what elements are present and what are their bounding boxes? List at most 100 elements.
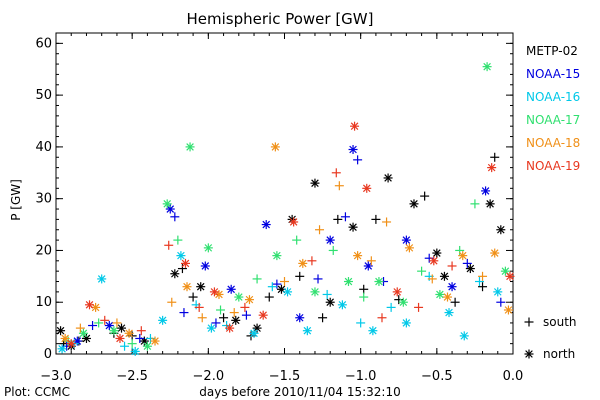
data-point-north	[200, 261, 210, 271]
data-point-south	[272, 279, 282, 289]
marker-stroke	[497, 225, 505, 234]
marker-stroke	[429, 257, 438, 265]
marker-stroke	[448, 282, 456, 291]
y-tick-label: 0	[44, 347, 52, 362]
data-point-north	[130, 346, 140, 356]
data-point-south	[313, 274, 323, 284]
data-point-north	[392, 287, 402, 297]
data-point-south	[75, 323, 85, 333]
marker-stroke	[486, 200, 494, 208]
data-point-south	[417, 266, 427, 276]
y-axis-label: P [GW]	[9, 179, 23, 221]
data-point-north	[196, 282, 206, 292]
data-point-south	[295, 271, 305, 281]
marker-stroke	[166, 205, 175, 213]
data-point-north	[176, 251, 186, 261]
data-point-north	[481, 186, 491, 196]
data-point-north	[353, 251, 363, 261]
marker-stroke	[58, 345, 66, 353]
marker-stroke	[481, 187, 490, 195]
x-tick-label: −0.5	[421, 369, 453, 384]
north-marker-icon	[524, 349, 534, 359]
data-point-south	[127, 339, 137, 349]
data-point-south	[219, 313, 229, 323]
marker-stroke	[295, 313, 304, 322]
marker-stroke	[364, 262, 373, 270]
marker-stroke	[277, 285, 286, 294]
data-point-south	[490, 152, 500, 162]
marker-stroke	[151, 337, 159, 345]
data-point-south	[216, 305, 226, 315]
data-point-south	[414, 302, 424, 312]
marker-stroke	[105, 321, 114, 330]
data-point-north	[180, 258, 190, 268]
marker-stroke	[393, 288, 402, 296]
data-point-south	[241, 310, 251, 320]
data-point-south	[170, 212, 180, 222]
marker-stroke	[369, 326, 377, 335]
marker-legend-label: north	[543, 347, 575, 361]
marker-stroke	[61, 334, 69, 343]
x-tick-label: −2.5	[116, 369, 148, 384]
marker-stroke	[82, 334, 91, 343]
data-point-south	[164, 240, 174, 250]
data-point-north	[150, 336, 160, 346]
data-point-north	[272, 251, 282, 261]
data-point-south	[88, 321, 98, 331]
data-point-north	[485, 199, 495, 209]
marker-stroke	[298, 259, 307, 268]
data-point-north	[289, 217, 299, 227]
data-point-south	[420, 191, 430, 201]
marker-stroke	[362, 184, 371, 193]
data-point-north	[162, 199, 172, 209]
marker-stroke	[131, 347, 140, 356]
data-point-south	[211, 318, 221, 328]
data-point-south	[478, 282, 488, 292]
data-point-south	[252, 274, 262, 284]
data-point-north	[124, 328, 134, 338]
marker-stroke	[349, 223, 357, 231]
data-point-north	[258, 310, 268, 320]
data-point-south	[328, 245, 338, 255]
data-point-north	[81, 333, 91, 343]
data-point-south	[292, 235, 302, 245]
data-point-north	[302, 326, 312, 336]
data-point-south	[333, 214, 343, 224]
data-point-north	[435, 289, 445, 299]
data-point-south	[474, 277, 484, 287]
data-point-north	[206, 323, 216, 333]
data-point-south	[318, 313, 328, 323]
marker-stroke	[326, 236, 334, 244]
y-tick-label: 60	[35, 36, 52, 51]
data-point-north	[444, 308, 454, 318]
data-point-north	[401, 235, 411, 245]
data-point-north	[117, 323, 127, 333]
marker-stroke	[171, 269, 179, 278]
legend-entry: METP-02	[526, 44, 578, 58]
data-point-south	[424, 253, 434, 263]
marker-stroke	[204, 244, 213, 252]
marker-stroke	[181, 259, 190, 268]
data-point-north	[310, 287, 320, 297]
data-point-north	[432, 248, 442, 258]
data-point-south	[136, 326, 146, 336]
data-point-north	[298, 258, 308, 268]
data-point-south	[353, 155, 363, 165]
data-point-north	[325, 235, 335, 245]
marker-stroke	[273, 251, 281, 260]
data-point-south	[427, 274, 437, 284]
x-tick-label: 0.0	[503, 369, 524, 384]
data-point-north	[505, 271, 515, 281]
plot-area: −3.0 −2.5 −2.0 −1.5 −1.0 −0.5 0.0 0 10 20 30 40 50 60	[35, 32, 524, 384]
legend-entry: NOAA-17	[526, 113, 580, 127]
marker-stroke	[504, 306, 513, 314]
data-point-south	[194, 302, 204, 312]
marker-stroke	[79, 329, 88, 338]
marker-stroke	[245, 295, 254, 304]
data-point-north	[109, 326, 119, 336]
marker-stroke	[501, 267, 510, 275]
data-point-north	[185, 142, 195, 152]
data-point-north	[362, 183, 372, 193]
marker-stroke	[311, 288, 319, 296]
marker-stroke	[97, 275, 106, 283]
